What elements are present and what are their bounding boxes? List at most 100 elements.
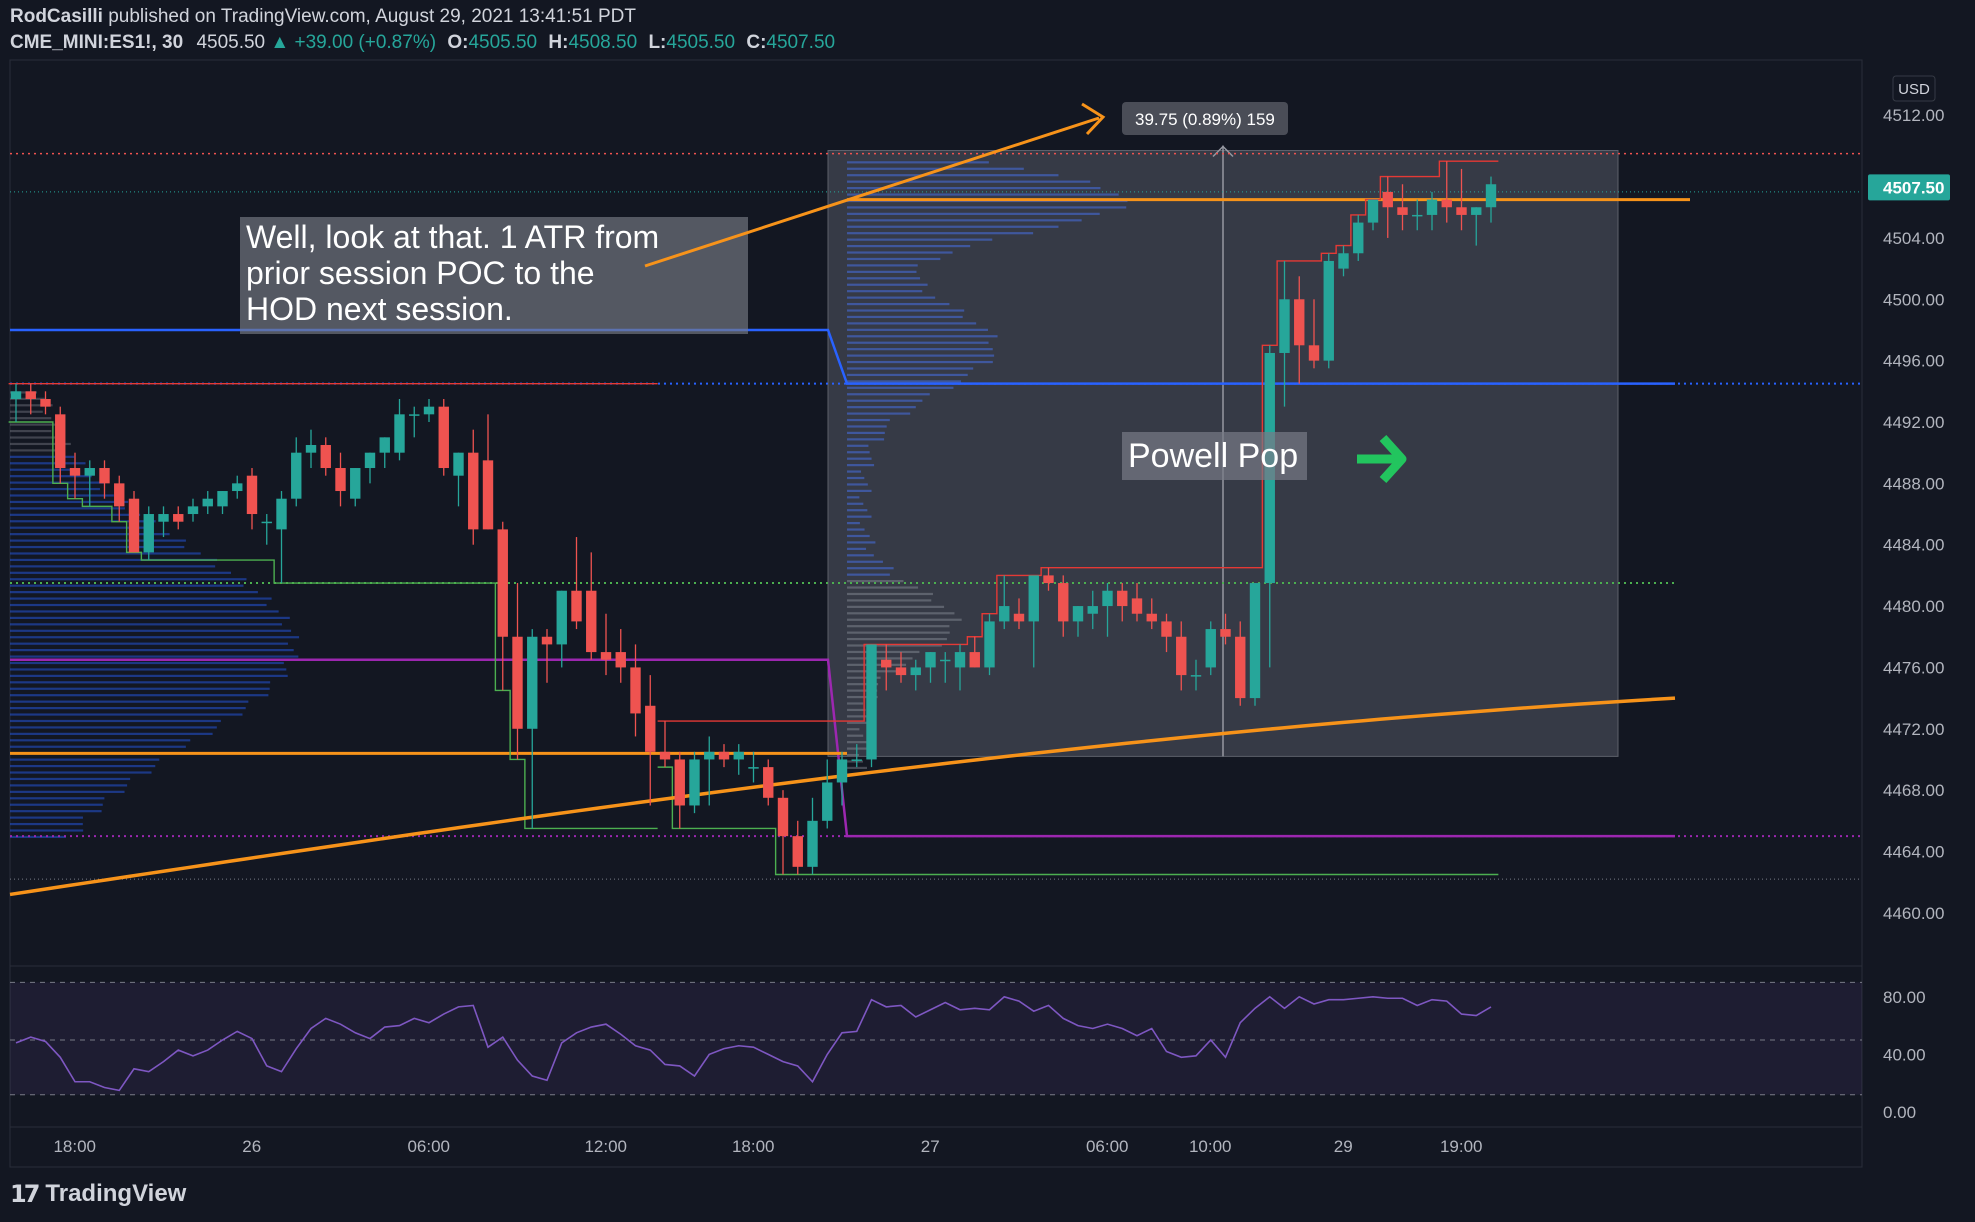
candle: [409, 406, 420, 438]
volume-profile-bar: [847, 683, 879, 686]
volume-profile-bar: [847, 766, 868, 770]
volume-profile-bar: [847, 547, 867, 550]
volume-profile-bar: [10, 436, 61, 439]
candle-body: [232, 483, 243, 492]
candle-body: [409, 414, 420, 416]
candle-body: [482, 460, 494, 530]
candle: [792, 820, 803, 875]
volume-profile-bar: [847, 444, 869, 447]
candle-body: [674, 759, 685, 806]
candle: [364, 452, 376, 484]
low-label: L:: [648, 32, 667, 53]
candle: [1072, 606, 1084, 637]
volume-profile-bar: [847, 386, 954, 389]
candle-body: [25, 391, 36, 399]
candle-body: [1279, 299, 1290, 353]
volume-profile-bar: [847, 322, 977, 325]
candle: [910, 659, 921, 691]
y-tick-label: 4464.00: [1883, 842, 1944, 861]
volume-profile-bar: [10, 674, 288, 677]
candle-body: [645, 705, 656, 752]
symbol-name[interactable]: CME_MINI:ES1!, 30: [10, 32, 184, 53]
volume-profile-bar: [847, 232, 1034, 235]
candle: [851, 744, 862, 768]
volume-profile-bar: [847, 579, 904, 583]
x-tick-label: 18:00: [53, 1137, 96, 1156]
candle-body: [1412, 214, 1423, 217]
volume-profile-bar: [847, 296, 936, 299]
volume-profile-bar: [10, 545, 185, 549]
candle: [1102, 583, 1113, 637]
open-value: 4505.50: [468, 32, 538, 53]
volume-profile-bar: [847, 528, 865, 531]
author-name[interactable]: RodCasilli: [10, 6, 103, 27]
last-price: 4505.50: [196, 32, 266, 53]
candle-body: [1426, 199, 1438, 215]
volume-profile-bar: [10, 822, 83, 826]
candle-body: [571, 590, 582, 622]
candle-body: [1028, 575, 1039, 622]
candle: [1441, 161, 1452, 223]
measure-label-box: [1122, 102, 1288, 135]
candle: [807, 797, 818, 875]
y-tick-label: 4460.00: [1883, 904, 1944, 923]
candle: [158, 506, 169, 538]
volume-profile-bar: [847, 650, 920, 654]
candle: [261, 514, 272, 545]
candle-body: [291, 452, 302, 499]
x-tick-label: 26: [242, 1137, 261, 1156]
volume-profile-bar: [10, 558, 218, 562]
volume-profile-bar: [847, 315, 963, 319]
candle: [1294, 276, 1305, 384]
candle-body: [615, 652, 626, 668]
candle: [512, 583, 523, 760]
candle-body: [69, 468, 81, 476]
y-tick-label: 4484.00: [1883, 536, 1944, 555]
candle: [173, 506, 184, 530]
candle: [777, 790, 789, 875]
volume-profile-bar: [10, 803, 103, 806]
candle: [881, 644, 892, 691]
candle-body: [1367, 199, 1379, 223]
candle-body: [1485, 184, 1497, 208]
volume-profile-bar: [10, 668, 287, 671]
candle-body: [1087, 606, 1098, 614]
candle-body: [600, 652, 612, 660]
candle-body: [1471, 207, 1482, 215]
candle: [822, 759, 833, 829]
candle-body: [1117, 590, 1128, 607]
low-value: 4505.50: [666, 32, 736, 53]
candle: [1249, 583, 1261, 706]
volume-profile-bar: [10, 816, 83, 819]
x-tick-label: 12:00: [584, 1137, 627, 1156]
volume-profile-bar: [847, 270, 917, 273]
candle: [1426, 191, 1438, 231]
volume-profile-bar: [10, 565, 216, 568]
volume-profile-bar: [847, 373, 968, 377]
volume-profile-bar: [10, 810, 102, 813]
candle-body: [40, 398, 51, 407]
powell-label: Powell Pop: [1128, 437, 1298, 475]
candle-body: [822, 782, 833, 821]
volume-profile-bar: [10, 661, 284, 665]
candle: [468, 429, 479, 545]
volume-profile-bar: [10, 764, 156, 768]
candle-body: [276, 498, 287, 530]
volume-profile-bar: [847, 380, 961, 383]
candle-body: [512, 636, 523, 729]
brand-footer[interactable]: 𝟭𝟳 TradingView: [10, 1180, 186, 1208]
candle-body: [246, 475, 258, 515]
candle: [25, 383, 36, 415]
candle: [630, 644, 641, 737]
candle-body: [630, 667, 641, 714]
candle-body: [1013, 613, 1025, 622]
candle-body: [335, 468, 346, 492]
volume-profile-bar: [847, 335, 998, 338]
candle-body: [364, 452, 376, 469]
candle: [645, 675, 656, 806]
annotation-text: Well, look at that. 1 ATR from: [246, 219, 659, 255]
volume-profile-bar: [10, 726, 217, 729]
volume-profile-bar: [847, 747, 872, 750]
volume-profile-bar: [10, 616, 290, 620]
